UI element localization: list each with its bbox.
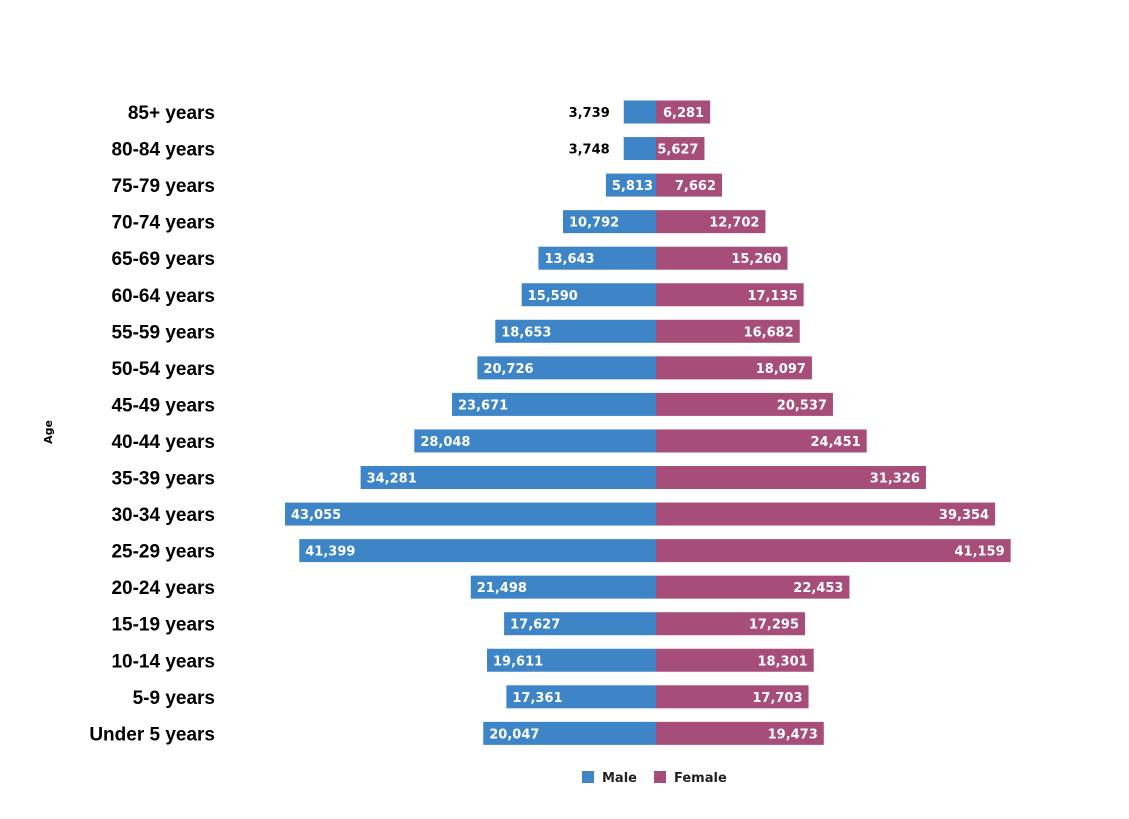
legend-swatch-male <box>582 771 594 783</box>
male-bar-45-49-years <box>452 392 656 416</box>
male-value-label-25-29-years: 41,399 <box>305 545 355 560</box>
male-bar-70-74-years <box>563 210 656 234</box>
category-label-20-24-years: 20-24 years <box>111 578 215 599</box>
male-bar-50-54-years <box>477 356 656 380</box>
category-label-35-39-years: 35-39 years <box>111 469 215 490</box>
female-value-label-45-49-years: 20,537 <box>777 398 827 413</box>
male-bar-35-39-years <box>360 466 656 489</box>
y-axis-title: Age <box>42 420 55 444</box>
male-bar-65-69-years <box>538 246 656 270</box>
female-bar-25-29-years <box>656 539 1011 563</box>
male-bar-25-29-years <box>299 539 656 563</box>
female-bar-60-64-years <box>656 283 804 307</box>
legend-label-female: Female <box>674 771 727 786</box>
female-value-label-70-74-years: 12,702 <box>709 216 759 231</box>
female-bar-45-49-years <box>656 392 833 416</box>
female-bar-80-84-years <box>656 137 705 161</box>
female-value-label-5-9-years: 17,703 <box>752 691 802 706</box>
female-value-label-80-84-years: 5,627 <box>657 143 698 158</box>
category-label-70-74-years: 70-74 years <box>111 213 215 234</box>
male-value-label-15-19-years: 17,627 <box>510 618 560 633</box>
female-bar-20-24-years <box>656 575 850 599</box>
category-label-50-54-years: 50-54 years <box>111 359 215 380</box>
female-value-label-75-79-years: 7,662 <box>675 179 716 194</box>
male-value-label-5-9-years: 17,361 <box>512 691 562 706</box>
category-label-5-9-years: 5-9 years <box>133 688 215 709</box>
male-bar-10-14-years <box>487 648 656 672</box>
female-value-label-25-29-years: 41,159 <box>954 545 1004 560</box>
female-bar-30-34-years <box>656 502 996 526</box>
female-value-label-30-34-years: 39,354 <box>939 508 989 523</box>
male-value-label-45-49-years: 23,671 <box>458 398 508 413</box>
female-value-label-35-39-years: 31,326 <box>870 472 920 487</box>
category-label-75-79-years: 75-79 years <box>111 176 215 197</box>
male-bar-30-34-years <box>285 502 656 526</box>
female-bar-50-54-years <box>656 356 812 380</box>
female-value-label-40-44-years: 24,451 <box>811 435 861 450</box>
female-bar-35-39-years <box>656 466 926 489</box>
male-value-label-50-54-years: 20,726 <box>483 362 533 377</box>
female-value-label-15-19-years: 17,295 <box>749 618 799 633</box>
male-bar-5-9-years <box>506 685 656 709</box>
male-bar-75-79-years <box>605 173 656 197</box>
legend-label-male: Male <box>602 771 637 786</box>
female-bar-under-5-years <box>656 721 824 745</box>
male-value-label-20-24-years: 21,498 <box>477 581 527 596</box>
female-value-label-60-64-years: 17,135 <box>747 289 797 304</box>
female-value-label-65-69-years: 15,260 <box>731 252 781 267</box>
category-label-55-59-years: 55-59 years <box>111 322 215 343</box>
male-bar-20-24-years <box>470 575 656 599</box>
category-label-40-44-years: 40-44 years <box>111 432 215 453</box>
male-value-label-60-64-years: 15,590 <box>528 289 578 304</box>
female-bar-75-79-years <box>656 173 723 197</box>
female-bar-40-44-years <box>656 429 867 453</box>
male-bar-under-5-years <box>483 721 656 745</box>
female-value-label-20-24-years: 22,453 <box>793 581 843 596</box>
male-value-label-75-79-years: 5,813 <box>612 179 653 194</box>
legend: Male Female <box>582 771 727 786</box>
category-label-15-19-years: 15-19 years <box>111 615 215 636</box>
male-value-label-under-5-years: 20,047 <box>489 727 539 742</box>
male-value-label-70-74-years: 10,792 <box>569 216 619 231</box>
male-bar-40-44-years <box>414 429 656 453</box>
category-label-10-14-years: 10-14 years <box>111 651 215 672</box>
male-value-label-85plus-years: 3,739 <box>569 106 610 121</box>
female-bar-5-9-years <box>656 685 809 709</box>
category-label-60-64-years: 60-64 years <box>111 286 215 307</box>
category-label-85plus-years: 85+ years <box>128 103 215 124</box>
male-value-label-30-34-years: 43,055 <box>291 508 341 523</box>
male-bar-55-59-years <box>495 319 656 343</box>
female-bar-55-59-years <box>656 319 800 343</box>
male-value-label-35-39-years: 34,281 <box>367 472 417 487</box>
legend-swatch-female <box>654 771 666 783</box>
female-bar-15-19-years <box>656 612 806 636</box>
category-label-under-5-years: Under 5 years <box>89 724 215 745</box>
category-label-65-69-years: 65-69 years <box>111 249 215 270</box>
female-value-label-85plus-years: 6,281 <box>663 106 704 121</box>
male-value-label-80-84-years: 3,748 <box>569 143 610 158</box>
male-bar-15-19-years <box>504 612 656 636</box>
male-bar-80-84-years <box>623 137 656 161</box>
male-value-label-10-14-years: 19,611 <box>493 654 543 669</box>
category-label-45-49-years: 45-49 years <box>111 395 215 416</box>
category-label-30-34-years: 30-34 years <box>111 505 215 526</box>
male-value-label-55-59-years: 18,653 <box>501 325 551 340</box>
female-bar-10-14-years <box>656 648 814 672</box>
female-bar-65-69-years <box>656 246 788 270</box>
female-value-label-50-54-years: 18,097 <box>756 362 806 377</box>
category-label-25-29-years: 25-29 years <box>111 542 215 563</box>
female-bar-85plus-years <box>656 100 711 124</box>
male-bar-60-64-years <box>521 283 656 307</box>
female-value-label-55-59-years: 16,682 <box>744 325 794 340</box>
female-bar-70-74-years <box>656 210 766 234</box>
category-label-80-84-years: 80-84 years <box>111 140 215 161</box>
female-value-label-under-5-years: 19,473 <box>768 727 818 742</box>
male-value-label-40-44-years: 28,048 <box>420 435 470 450</box>
male-bar-85plus-years <box>623 100 656 124</box>
male-value-label-65-69-years: 13,643 <box>544 252 594 267</box>
female-value-label-10-14-years: 18,301 <box>758 654 808 669</box>
